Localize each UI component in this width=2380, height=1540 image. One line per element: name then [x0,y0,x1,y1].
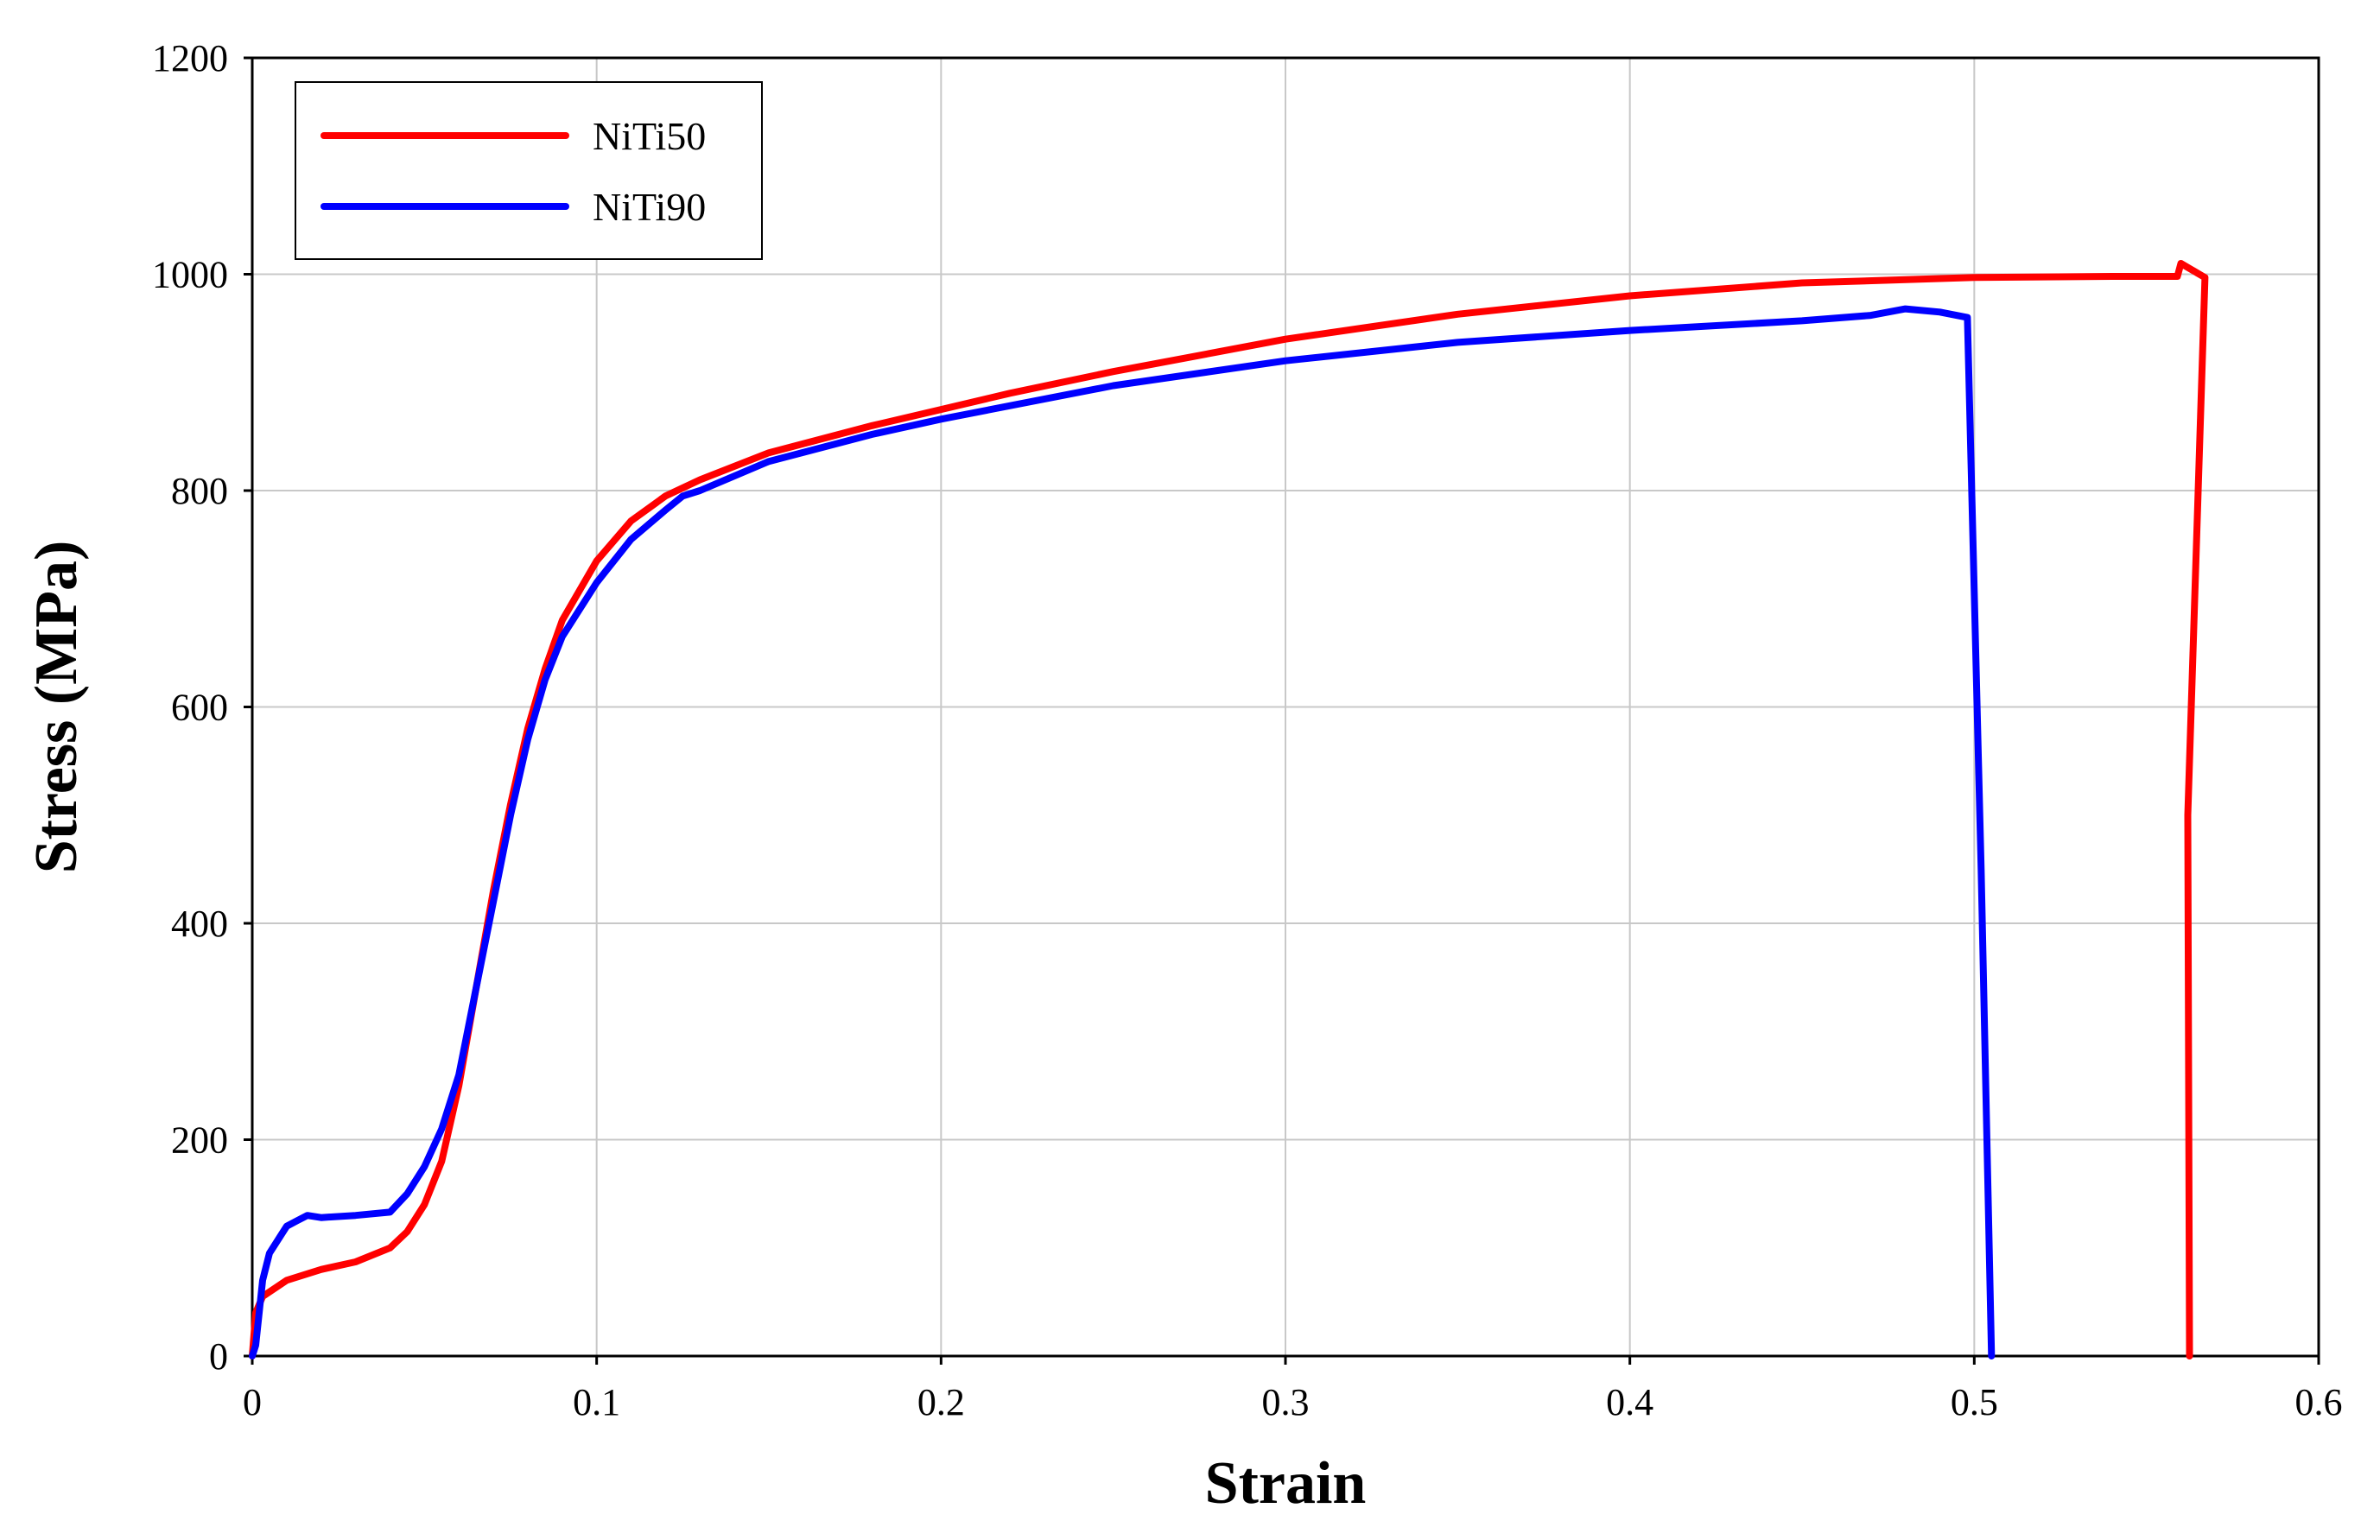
legend-label-niti50: NiTi50 [593,114,706,158]
x-tick-label: 0.1 [573,1381,620,1423]
series-line-niti90 [249,305,1996,1359]
axis-ticks: 0 0.1 0.2 0.3 0.4 0.5 0.6 0 200 400 600 800 1000 1200 [152,37,2343,1423]
x-tick-label: 0.4 [1606,1381,1653,1423]
legend-label-niti90: NiTi90 [593,185,706,229]
legend: NiTi50 NiTi90 [295,81,763,260]
x-tick-label: 0.5 [1951,1381,1998,1423]
y-tick-label: 200 [171,1119,228,1162]
y-tick-label: 800 [171,470,228,512]
x-tick-label: 0.3 [1262,1381,1310,1423]
x-tick-label: 0.2 [917,1381,965,1423]
y-axis-title: Stress (MPa) [23,541,90,874]
series-line-niti50 [249,260,2209,1359]
legend-box [295,81,763,260]
y-tick-label: 600 [171,687,228,729]
y-tick-label: 1200 [152,37,228,79]
x-axis-title: Strain [1205,1450,1367,1517]
y-tick-label: 400 [171,903,228,945]
y-tick-label: 1000 [152,254,228,296]
x-tick-label: 0.6 [2295,1381,2343,1423]
y-tick-label: 0 [209,1335,228,1378]
x-tick-label: 0 [243,1381,262,1423]
data-series [249,260,2209,1359]
